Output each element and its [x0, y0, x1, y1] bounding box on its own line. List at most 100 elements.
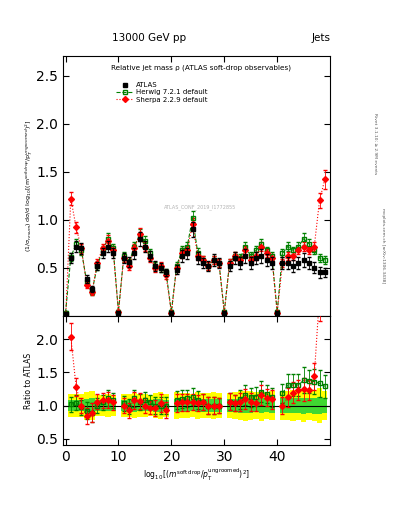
Bar: [206, 393, 211, 418]
Text: Jets: Jets: [311, 33, 330, 44]
Bar: [68, 394, 73, 417]
Bar: [185, 393, 190, 418]
Bar: [269, 391, 275, 420]
Bar: [195, 392, 200, 419]
Bar: [301, 390, 306, 421]
Bar: [264, 399, 269, 412]
Y-axis label: (1/σ$_{resum}$) dσ/d log$_{10}$[(m$^{soft drop}$/p$_T^{ungroomed}$)$^2$]: (1/σ$_{resum}$) dσ/d log$_{10}$[(m$^{sof…: [23, 120, 35, 252]
Bar: [158, 392, 163, 419]
Bar: [179, 399, 185, 412]
Bar: [89, 398, 95, 413]
Text: Relative jet mass ρ (ATLAS soft-drop observables): Relative jet mass ρ (ATLAS soft-drop obs…: [111, 64, 291, 71]
Bar: [105, 394, 110, 417]
Bar: [95, 395, 100, 416]
Bar: [264, 392, 269, 419]
Bar: [147, 395, 153, 416]
Bar: [79, 394, 84, 417]
Bar: [163, 400, 169, 412]
Bar: [317, 388, 322, 423]
Bar: [211, 399, 216, 412]
Bar: [179, 393, 185, 418]
Bar: [174, 399, 179, 413]
Bar: [68, 400, 73, 411]
Bar: [163, 394, 169, 417]
Bar: [200, 393, 206, 418]
Bar: [100, 400, 105, 411]
Bar: [312, 390, 317, 421]
Bar: [147, 400, 153, 411]
Text: 13000 GeV pp: 13000 GeV pp: [112, 33, 186, 44]
Bar: [285, 391, 290, 420]
Bar: [232, 392, 237, 419]
Text: Rivet 3.1.10; ≥ 2.9M events: Rivet 3.1.10; ≥ 2.9M events: [373, 113, 377, 174]
Bar: [280, 398, 285, 413]
Bar: [84, 398, 89, 413]
Bar: [227, 393, 232, 418]
Y-axis label: Ratio to ATLAS: Ratio to ATLAS: [24, 353, 33, 409]
Bar: [73, 400, 79, 411]
Bar: [73, 394, 79, 417]
Bar: [290, 390, 296, 421]
X-axis label: $\log_{10}[(m^{\rm soft\,drop}/p_{\rm T}^{\rm ungroomed})^2]$: $\log_{10}[(m^{\rm soft\,drop}/p_{\rm T}…: [143, 467, 250, 483]
Bar: [142, 394, 147, 417]
Bar: [243, 398, 248, 413]
Bar: [290, 398, 296, 413]
Bar: [190, 400, 195, 412]
Bar: [200, 399, 206, 412]
Bar: [142, 400, 147, 411]
Bar: [237, 391, 243, 420]
Bar: [317, 397, 322, 414]
Bar: [211, 392, 216, 419]
Bar: [296, 398, 301, 413]
Bar: [137, 400, 142, 411]
Bar: [285, 398, 290, 413]
Bar: [227, 399, 232, 412]
Bar: [269, 398, 275, 413]
Bar: [306, 391, 312, 420]
Bar: [216, 393, 222, 418]
Bar: [153, 399, 158, 412]
Bar: [248, 398, 253, 413]
Bar: [132, 399, 137, 412]
Bar: [253, 392, 259, 419]
Bar: [206, 399, 211, 412]
Text: mcplots.cern.ch [arXiv:1306.3438]: mcplots.cern.ch [arXiv:1306.3438]: [381, 208, 385, 283]
Bar: [190, 394, 195, 417]
Text: ATLAS_CONF_2019_I1772855: ATLAS_CONF_2019_I1772855: [164, 204, 237, 209]
Bar: [185, 399, 190, 412]
Bar: [174, 392, 179, 419]
Bar: [127, 399, 132, 412]
Bar: [95, 400, 100, 411]
Bar: [322, 391, 327, 420]
Bar: [243, 391, 248, 420]
Bar: [84, 392, 89, 419]
Bar: [153, 393, 158, 418]
Bar: [110, 395, 116, 416]
Bar: [306, 398, 312, 413]
Bar: [110, 400, 116, 411]
Bar: [158, 399, 163, 412]
Bar: [237, 398, 243, 413]
Bar: [301, 397, 306, 414]
Bar: [259, 391, 264, 420]
Bar: [280, 391, 285, 420]
Legend: ATLAS, Herwig 7.2.1 default, Sherpa 2.2.9 default: ATLAS, Herwig 7.2.1 default, Sherpa 2.2.…: [114, 80, 209, 104]
Bar: [89, 391, 95, 420]
Bar: [232, 399, 237, 412]
Bar: [248, 391, 253, 420]
Bar: [253, 399, 259, 412]
Bar: [121, 400, 127, 411]
Bar: [312, 397, 317, 414]
Bar: [216, 399, 222, 412]
Bar: [195, 399, 200, 412]
Bar: [100, 395, 105, 416]
Bar: [259, 398, 264, 413]
Bar: [322, 398, 327, 413]
Bar: [105, 400, 110, 411]
Bar: [296, 391, 301, 420]
Bar: [132, 393, 137, 418]
Bar: [121, 394, 127, 417]
Bar: [127, 394, 132, 417]
Bar: [137, 394, 142, 417]
Bar: [79, 400, 84, 411]
